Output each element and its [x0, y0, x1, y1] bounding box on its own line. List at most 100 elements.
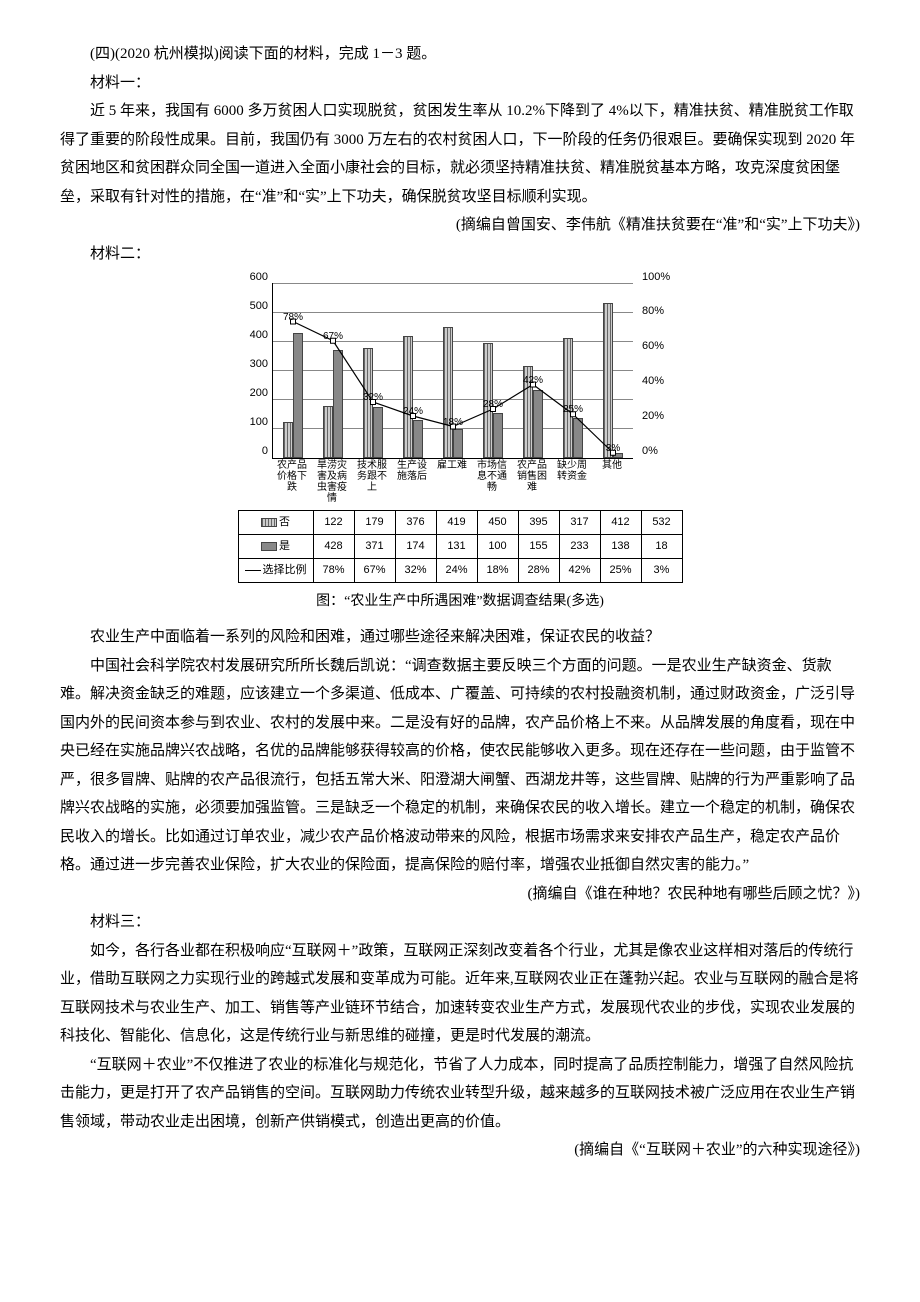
lead-line: (四)(2020 杭州模拟)阅读下面的材料，完成 1－3 题。 — [60, 40, 860, 69]
material-1-label: 材料一： — [60, 69, 860, 98]
table-cell: 24% — [436, 558, 477, 582]
table-cell: 131 — [436, 534, 477, 558]
table-cell: 371 — [354, 534, 395, 558]
y-tick: 400 — [250, 325, 268, 346]
y-axis-left: 0 100 200 300 400 500 600 — [240, 278, 270, 458]
table-cell: 25% — [600, 558, 641, 582]
bar-group — [558, 338, 588, 458]
x-label: 农产品销售困难 — [517, 460, 547, 504]
chart-followup: 农业生产中面临着一系列的风险和困难，通过哪些途径来解决困难，保证农民的收益？ — [60, 623, 860, 652]
table-cell: 412 — [600, 511, 641, 535]
material-2-para: 中国社会科学院农村发展研究所所长魏后凯说：“调查数据主要反映三个方面的问题。一是… — [60, 652, 860, 880]
y-tick: 0 — [262, 441, 268, 462]
bar-no — [563, 338, 573, 458]
pct-label: 42% — [523, 371, 543, 390]
bar-no — [323, 406, 333, 458]
plot-area: 78% 67% 32% 24% 18% 28% 42% 25% 3% — [272, 283, 633, 459]
bar-yes — [413, 420, 423, 458]
y-tick: 300 — [250, 354, 268, 375]
bar-group — [278, 333, 308, 458]
pct-label: 28% — [483, 395, 503, 414]
bar-yes — [573, 418, 583, 458]
material-1-source: (摘编自曾国安、李伟航《精准扶贫要在“准”和“实”上下功夫》) — [60, 211, 860, 240]
survey-chart: 0 100 200 300 400 500 600 78%67%32%24%18… — [60, 278, 860, 619]
table-cell: 155 — [518, 534, 559, 558]
pct-label: 3% — [606, 439, 620, 458]
material-2-label: 材料二： — [60, 240, 860, 269]
table-cell: 122 — [313, 511, 354, 535]
table-cell: 233 — [559, 534, 600, 558]
y-tick: 20% — [642, 406, 664, 427]
x-label: 农产品价格下跌 — [277, 460, 307, 504]
table-cell: 18 — [641, 534, 682, 558]
pct-label: 32% — [363, 388, 383, 407]
chart-caption: 图：“农业生产中所遇困难”数据调查结果(多选) — [316, 589, 604, 616]
pct-label: 67% — [323, 327, 343, 346]
table-cell: 138 — [600, 534, 641, 558]
bar-group — [598, 303, 628, 458]
bar-no — [283, 422, 293, 458]
x-label: 雇工难 — [437, 460, 467, 504]
y-tick: 500 — [250, 296, 268, 317]
table-cell: 28% — [518, 558, 559, 582]
table-cell: 32% — [395, 558, 436, 582]
y-tick: 0% — [642, 441, 658, 462]
bar-group — [398, 336, 428, 458]
y-tick: 60% — [642, 336, 664, 357]
y-tick: 80% — [642, 301, 664, 322]
bar-yes — [333, 350, 343, 458]
material-1-para: 近 5 年来，我国有 6000 多万贫困人口实现脱贫，贫困发生率从 10.2%下… — [60, 97, 860, 211]
bar-yes — [493, 413, 503, 458]
y-tick: 600 — [250, 267, 268, 288]
bar-no — [443, 327, 453, 458]
table-cell: 395 — [518, 511, 559, 535]
x-label: 缺少周转资金 — [557, 460, 587, 504]
material-3-para-1: 如今，各行各业都在积极响应“互联网＋”政策，互联网正深刻改变着各个行业，尤其是像… — [60, 937, 860, 1051]
table-cell: 317 — [559, 511, 600, 535]
table-cell: 3% — [641, 558, 682, 582]
pct-label: 18% — [443, 413, 463, 432]
row-no-label: 否 — [279, 516, 290, 528]
x-label: 市场信息不通畅 — [477, 460, 507, 504]
material-2-source: (摘编自《谁在种地？农民种地有哪些后顾之忧？》) — [60, 880, 860, 909]
table-cell: 18% — [477, 558, 518, 582]
pct-label: 24% — [403, 402, 423, 421]
y-tick: 100 — [250, 412, 268, 433]
table-cell: 42% — [559, 558, 600, 582]
legend-yes-swatch — [261, 542, 277, 551]
bar-yes — [533, 390, 543, 458]
bar-no — [403, 336, 413, 458]
row-yes-label: 是 — [279, 540, 290, 552]
table-cell: 100 — [477, 534, 518, 558]
bar-no — [603, 303, 613, 458]
table-cell: 376 — [395, 511, 436, 535]
table-cell: 67% — [354, 558, 395, 582]
chart-data-table: 否 122179376419450395317412532 是 42837117… — [238, 510, 683, 583]
bar-yes — [293, 333, 303, 458]
x-label: 其他 — [597, 460, 627, 504]
y-tick: 200 — [250, 383, 268, 404]
table-cell: 450 — [477, 511, 518, 535]
legend-no-swatch — [261, 518, 277, 527]
x-label: 旱涝灾害及病虫害疫情 — [317, 460, 347, 504]
table-cell: 532 — [641, 511, 682, 535]
pct-label: 78% — [283, 308, 303, 327]
table-cell: 174 — [395, 534, 436, 558]
material-3-source: (摘编自《“互联网＋农业”的六种实现途径》) — [60, 1136, 860, 1165]
material-3-label: 材料三： — [60, 908, 860, 937]
bar-group — [318, 350, 348, 458]
table-cell: 179 — [354, 511, 395, 535]
x-label: 技术服务跟不上 — [357, 460, 387, 504]
table-cell: 428 — [313, 534, 354, 558]
y-tick: 100% — [642, 267, 670, 288]
bar-group — [438, 327, 468, 458]
table-cell: 78% — [313, 558, 354, 582]
bar-yes — [453, 429, 463, 458]
material-3-para-2: “互联网＋农业”不仅推进了农业的标准化与规范化，节省了人力成本，同时提高了品质控… — [60, 1051, 860, 1137]
pct-label: 25% — [563, 400, 583, 419]
y-axis-right: 0% 20% 40% 60% 80% 100% — [640, 278, 680, 458]
legend-line-swatch — [245, 570, 261, 571]
table-cell: 419 — [436, 511, 477, 535]
bar-yes — [373, 407, 383, 458]
x-label: 生产设施落后 — [397, 460, 427, 504]
